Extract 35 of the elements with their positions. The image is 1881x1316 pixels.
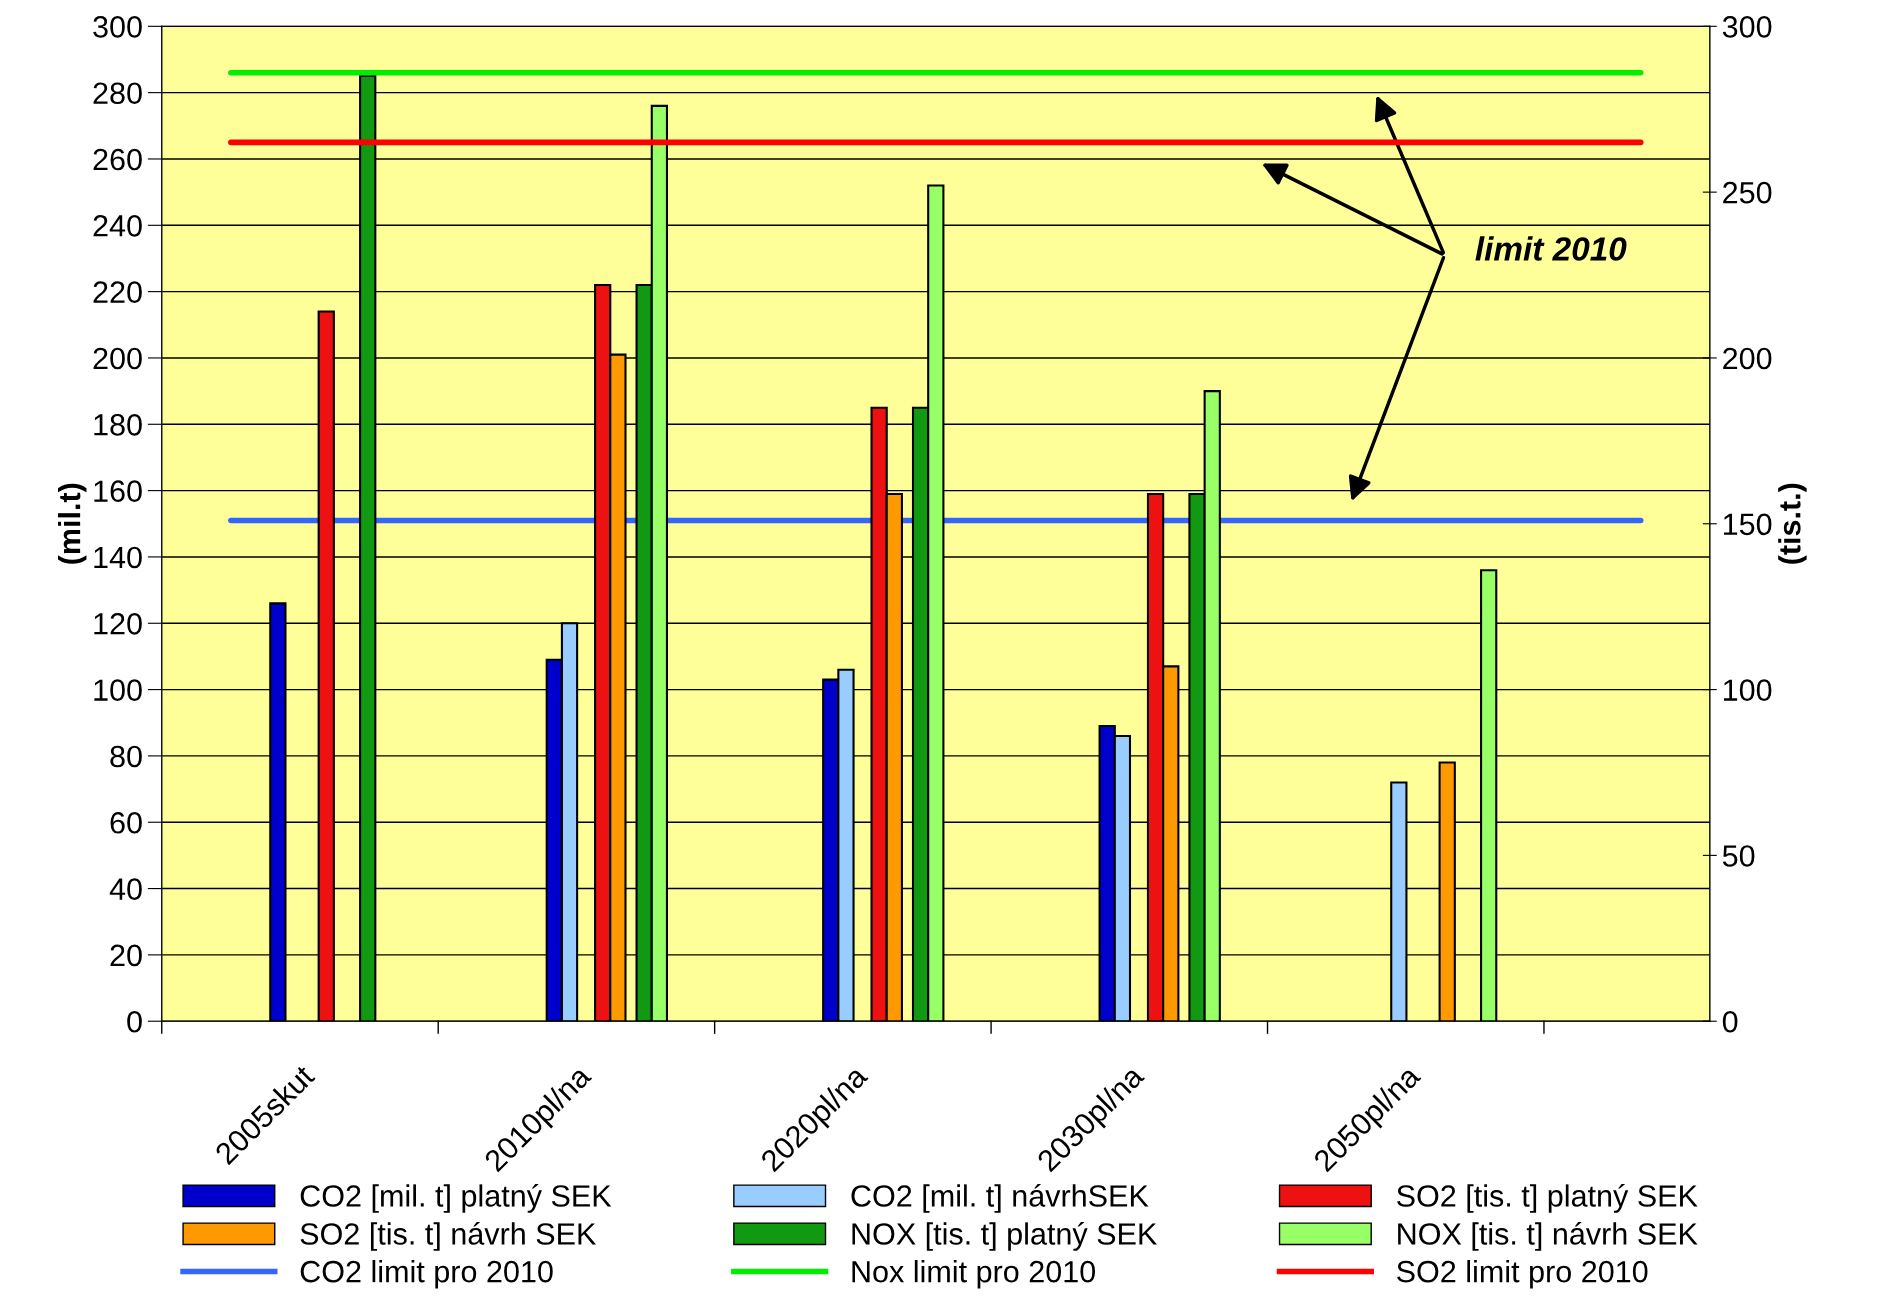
- y2-tick-label: 200: [1723, 347, 1772, 370]
- y-tick-label: 80: [110, 745, 142, 768]
- legend-label: SO2 [tis. t] platný SEK: [1397, 1184, 1698, 1213]
- y-tick-label: 60: [110, 811, 142, 834]
- y-tick-label: 280: [93, 82, 142, 105]
- legend-label: NOX [tis. t] návrh SEK: [1398, 1222, 1698, 1251]
- annotation: limit 2010: [1475, 236, 1627, 261]
- y-tick-label: 0: [127, 1010, 142, 1033]
- legend-label: CO2 limit pro 2010: [300, 1260, 553, 1289]
- y-tick-label: 260: [93, 148, 142, 171]
- y2-tick-label: 300: [1722, 16, 1772, 38]
- y2-axis-title: (tis.t.): [1778, 483, 1807, 564]
- y-tick-label: 140: [94, 546, 142, 569]
- legend-label: NOX [tis. t] platný SEK: [852, 1222, 1157, 1251]
- legend-label: CO2 [mil. t] platný SEK: [300, 1184, 612, 1213]
- y-tick-label: 220: [93, 281, 142, 303]
- y2-tick-label: 250: [1723, 181, 1772, 204]
- y-axis-title: (mil.t): [58, 483, 87, 564]
- legend-label: CO2 [mil. t] návrhSEK: [851, 1184, 1149, 1213]
- y-tick-label: 120: [94, 612, 142, 635]
- y-tick-label: 180: [94, 414, 142, 436]
- y2-tick-label: 100: [1723, 679, 1772, 701]
- y2-tick-label: 50: [1722, 845, 1755, 867]
- y-tick-label: 20: [110, 944, 142, 967]
- legend-label: SO2 limit pro 2010: [1397, 1260, 1648, 1289]
- y-tick-label: 40: [109, 878, 142, 900]
- y-tick-label: 200: [93, 347, 142, 370]
- y2-tick-label: 150: [1723, 513, 1772, 536]
- legend-label: Nox limit pro 2010: [852, 1260, 1096, 1289]
- y2-tick-label: 0: [1722, 1010, 1738, 1033]
- legend-label: SO2 [tis. t] návrh SEK: [300, 1222, 597, 1251]
- y-tick-label: 240: [93, 215, 142, 237]
- y-tick-label: 160: [94, 480, 142, 502]
- y-tick-label: 300: [93, 16, 142, 38]
- y-tick-label: 100: [94, 679, 142, 701]
